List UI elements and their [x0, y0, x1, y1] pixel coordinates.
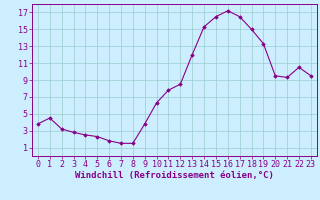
X-axis label: Windchill (Refroidissement éolien,°C): Windchill (Refroidissement éolien,°C) — [75, 171, 274, 180]
